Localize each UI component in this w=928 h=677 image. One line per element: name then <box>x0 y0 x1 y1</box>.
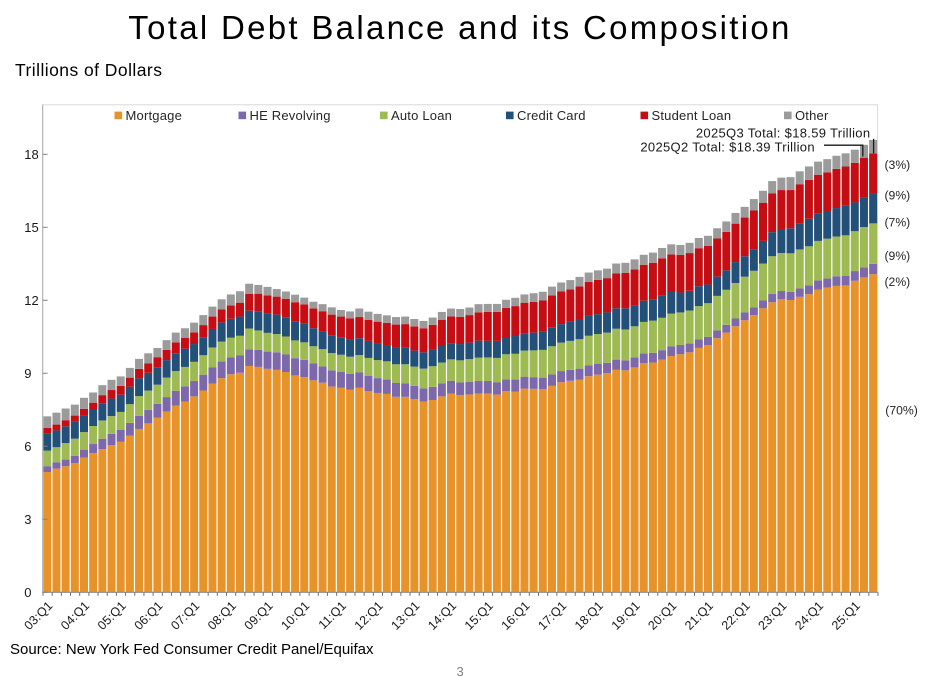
svg-text:11:Q1: 11:Q1 <box>316 599 349 632</box>
svg-text:Mortgage: Mortgage <box>126 108 183 123</box>
svg-text:19:Q1: 19:Q1 <box>609 599 643 633</box>
svg-text:05:Q1: 05:Q1 <box>95 599 129 633</box>
svg-text:(70%): (70%) <box>885 403 918 417</box>
svg-text:24:Q1: 24:Q1 <box>792 599 826 633</box>
svg-text:23:Q1: 23:Q1 <box>756 599 790 633</box>
svg-text:15:Q1: 15:Q1 <box>462 599 496 633</box>
svg-text:17:Q1: 17:Q1 <box>535 599 569 633</box>
svg-text:16:Q1: 16:Q1 <box>499 599 533 633</box>
svg-text:07:Q1: 07:Q1 <box>168 599 202 633</box>
svg-text:22:Q1: 22:Q1 <box>719 599 753 633</box>
svg-text:HE Revolving: HE Revolving <box>250 108 331 123</box>
svg-text:25:Q1: 25:Q1 <box>829 599 863 633</box>
svg-text:09:Q1: 09:Q1 <box>242 599 276 633</box>
svg-text:18: 18 <box>24 147 38 162</box>
svg-text:(3%): (3%) <box>885 158 911 172</box>
svg-text:Auto Loan: Auto Loan <box>391 108 452 123</box>
svg-text:Credit Card: Credit Card <box>517 108 586 123</box>
svg-text:2025Q2 Total: $18.39 Trillion: 2025Q2 Total: $18.39 Trillion <box>640 140 815 155</box>
svg-text:18:Q1: 18:Q1 <box>572 599 606 633</box>
svg-text:10:Q1: 10:Q1 <box>278 599 312 633</box>
svg-text:08:Q1: 08:Q1 <box>205 599 239 633</box>
svg-text:12: 12 <box>24 293 38 308</box>
svg-text:(2%): (2%) <box>885 275 911 289</box>
svg-text:(9%): (9%) <box>885 188 911 202</box>
svg-text:13:Q1: 13:Q1 <box>388 599 422 633</box>
svg-text:04:Q1: 04:Q1 <box>58 599 92 633</box>
svg-text:3: 3 <box>24 512 31 527</box>
svg-text:14:Q1: 14:Q1 <box>425 599 459 633</box>
svg-text:Other: Other <box>795 108 829 123</box>
svg-text:21:Q1: 21:Q1 <box>682 599 716 633</box>
svg-text:2025Q3 Total: $18.59 Trillion: 2025Q3 Total: $18.59 Trillion <box>696 126 871 141</box>
svg-text:6: 6 <box>24 439 31 454</box>
svg-text:03:Q1: 03:Q1 <box>21 599 55 633</box>
svg-text:15: 15 <box>24 220 38 235</box>
svg-text:0: 0 <box>24 585 31 600</box>
svg-text:(9%): (9%) <box>885 249 911 263</box>
svg-text:06:Q1: 06:Q1 <box>132 599 166 633</box>
svg-text:20:Q1: 20:Q1 <box>645 599 679 633</box>
svg-text:12:Q1: 12:Q1 <box>352 599 386 633</box>
svg-text:Student Loan: Student Loan <box>652 108 732 123</box>
svg-text:9: 9 <box>24 366 31 381</box>
svg-text:(7%): (7%) <box>885 216 911 230</box>
